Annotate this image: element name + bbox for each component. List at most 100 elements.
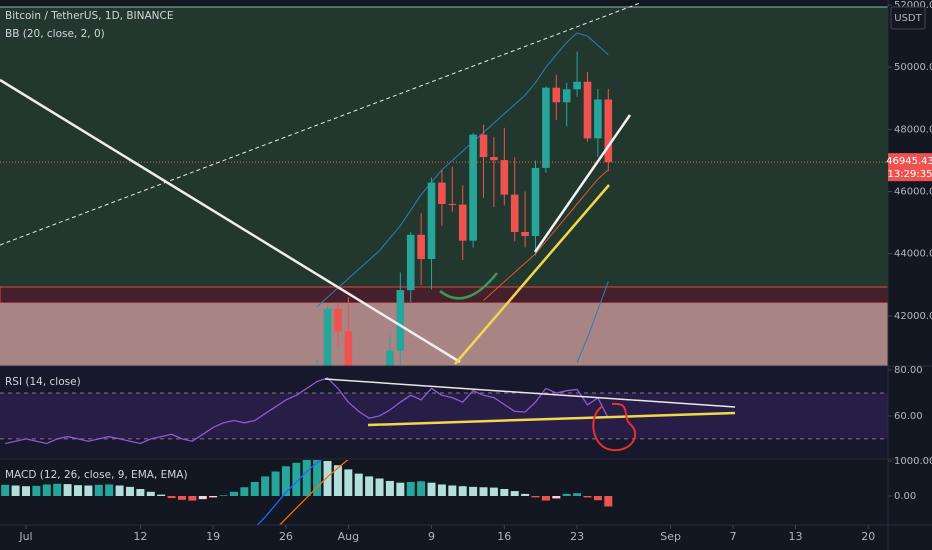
x-tick-label: Aug bbox=[338, 530, 359, 543]
down-trendline bbox=[0, 78, 461, 364]
pink-zone bbox=[0, 303, 888, 366]
macd-pane bbox=[1, 460, 613, 525]
y-tick-label: 60.00 bbox=[894, 411, 923, 422]
x-tick-label: 7 bbox=[730, 530, 737, 543]
histogram-bar bbox=[406, 482, 415, 496]
histogram-bar bbox=[302, 460, 311, 496]
histogram-bar bbox=[448, 485, 457, 496]
histogram-bar bbox=[261, 476, 270, 496]
histogram-bar bbox=[323, 461, 332, 496]
up-trendline bbox=[533, 114, 632, 253]
candle-body bbox=[479, 134, 488, 158]
histogram-bar bbox=[385, 480, 394, 496]
rsi-pane bbox=[0, 377, 888, 445]
histogram-bar bbox=[541, 495, 550, 501]
y-tick-label: 52000.00 bbox=[894, 0, 932, 11]
histogram-bar bbox=[157, 494, 166, 496]
rsi-yellow-line bbox=[367, 411, 736, 427]
rsi-trendline bbox=[324, 378, 736, 408]
drawings bbox=[0, 2, 641, 365]
histogram-bar bbox=[11, 485, 20, 496]
x-tick-label: Jul bbox=[18, 530, 32, 543]
candle-body bbox=[438, 182, 446, 204]
candle-body bbox=[396, 290, 405, 351]
histogram-bar bbox=[94, 484, 103, 496]
bollinger-upper bbox=[316, 32, 609, 307]
axes: 42000.00 44000.00 46000.00 48000.00 50000.00… bbox=[18, 0, 932, 543]
candle-body bbox=[531, 167, 540, 237]
rsi-drawings bbox=[324, 378, 736, 452]
candle-body bbox=[469, 134, 477, 241]
rsi-band-fill bbox=[0, 392, 888, 439]
y-tick-label: 50000.00 bbox=[894, 62, 932, 73]
y-tick-label: 46000.00 bbox=[894, 187, 932, 198]
histogram-bar bbox=[593, 495, 602, 501]
yellow-trendline bbox=[454, 184, 610, 365]
currency: USDT bbox=[894, 13, 922, 24]
green-zone bbox=[0, 7, 888, 287]
histogram-bar bbox=[1, 484, 10, 496]
signal-line bbox=[278, 460, 349, 525]
histogram-bar bbox=[229, 491, 238, 496]
histogram-bar bbox=[240, 487, 249, 496]
chart-title: Bitcoin / TetherUS, 1D, BINANCE bbox=[5, 10, 173, 22]
x-tick-label: 26 bbox=[279, 530, 293, 543]
candle-body bbox=[552, 87, 561, 103]
y-tick-label: 80.00 bbox=[894, 365, 923, 376]
candle-body bbox=[448, 203, 457, 205]
histogram-bar bbox=[313, 460, 322, 496]
candle-body bbox=[323, 308, 332, 366]
candle-body bbox=[500, 160, 509, 195]
histogram-bar bbox=[84, 485, 93, 496]
candle-body bbox=[490, 157, 498, 161]
y-tick-label: 1000.00 bbox=[894, 456, 932, 467]
histogram-bar bbox=[573, 493, 582, 496]
histogram-bar bbox=[292, 462, 301, 496]
x-tick-label: 12 bbox=[133, 530, 147, 543]
histogram-bar bbox=[125, 486, 134, 496]
y-tick-label: 44000.00 bbox=[894, 249, 932, 260]
histogram-bar bbox=[375, 478, 384, 496]
candle-body bbox=[417, 234, 425, 260]
histogram-bar bbox=[146, 491, 155, 496]
histogram-bar bbox=[583, 495, 592, 498]
histogram-bar bbox=[354, 473, 363, 496]
countdown-label: 13:29:35 bbox=[888, 169, 932, 180]
histogram-bar bbox=[417, 481, 426, 496]
candle-body bbox=[573, 81, 581, 90]
histogram-bar bbox=[115, 485, 124, 496]
histogram-bar bbox=[500, 489, 509, 496]
histogram-bar bbox=[552, 495, 561, 499]
x-tick-label: 20 bbox=[861, 530, 875, 543]
histogram-bar bbox=[209, 495, 218, 498]
histogram-bar bbox=[63, 484, 72, 496]
macd-line bbox=[256, 460, 323, 525]
macd-title: MACD (12, 26, close, 9, EMA, EMA) bbox=[5, 469, 188, 481]
histogram-bar bbox=[489, 487, 498, 496]
y-tick-label: 42000.00 bbox=[894, 311, 932, 322]
x-tick-label: 16 bbox=[497, 530, 511, 543]
y-tick-label: 0.00 bbox=[894, 491, 916, 502]
histogram-bar bbox=[604, 495, 613, 507]
last-price-label: 46945.43 bbox=[886, 156, 932, 167]
rsi-title: RSI (14, close) bbox=[5, 376, 81, 388]
candle-body bbox=[386, 350, 394, 366]
x-tick-label: Sep bbox=[660, 530, 681, 543]
x-tick-label: 23 bbox=[570, 530, 584, 543]
candle-body bbox=[521, 231, 529, 237]
red-circle bbox=[592, 402, 637, 452]
indicator-title: BB (20, close, 2, 0) bbox=[5, 28, 105, 40]
candle-body bbox=[344, 331, 353, 366]
rsi-line bbox=[5, 377, 609, 445]
histogram-bar bbox=[562, 493, 571, 496]
histogram-bar bbox=[510, 491, 519, 496]
candle-body bbox=[583, 81, 592, 139]
histogram-bar bbox=[458, 486, 467, 496]
dashed-trendline bbox=[0, 2, 641, 246]
candle-body bbox=[594, 99, 602, 139]
candle-body bbox=[562, 89, 571, 103]
bollinger-lower bbox=[576, 281, 609, 363]
x-tick-label: 13 bbox=[788, 530, 802, 543]
y-tick-label: 48000.00 bbox=[894, 124, 932, 135]
